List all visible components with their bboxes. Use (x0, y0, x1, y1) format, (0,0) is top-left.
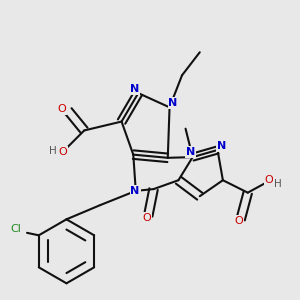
Text: N: N (169, 98, 178, 108)
Text: O: O (142, 212, 151, 223)
Text: N: N (217, 141, 226, 152)
Text: N: N (186, 147, 196, 157)
Text: O: O (58, 147, 67, 157)
Text: Cl: Cl (10, 224, 21, 234)
Text: O: O (235, 216, 243, 226)
Text: N: N (130, 84, 139, 94)
Text: O: O (265, 175, 274, 185)
Text: H: H (50, 146, 57, 156)
Text: O: O (58, 104, 66, 114)
Text: N: N (130, 186, 140, 196)
Text: H: H (274, 179, 282, 189)
